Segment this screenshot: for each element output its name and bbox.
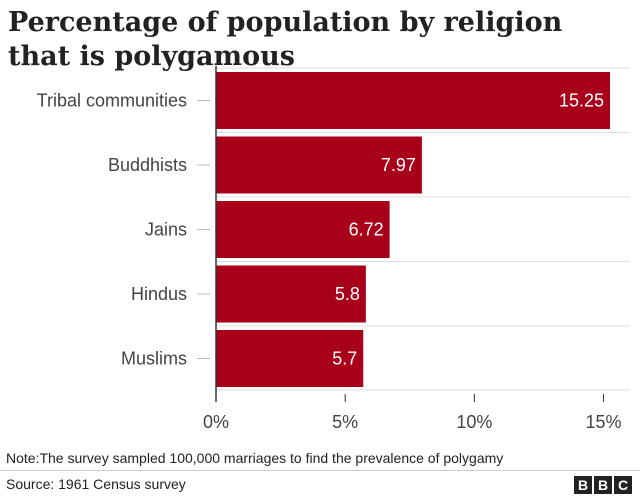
category-label: Muslims xyxy=(121,349,187,369)
bar-3 xyxy=(216,265,366,323)
chart-source: Source: 1961 Census survey xyxy=(6,476,186,492)
category-label: Buddhists xyxy=(108,155,187,175)
data-label: 5.8 xyxy=(335,284,360,304)
chart-title: Percentage of population by religion tha… xyxy=(8,7,563,72)
bbc-logo-letter: C xyxy=(614,476,632,494)
x-tick-label: 15% xyxy=(586,412,622,432)
x-tick-label: 5% xyxy=(332,412,358,432)
bar-0 xyxy=(216,72,610,129)
data-label: 7.97 xyxy=(381,155,416,175)
footer-divider xyxy=(0,470,640,471)
data-label: 6.72 xyxy=(349,220,384,240)
bbc-logo-letter: B xyxy=(574,476,592,494)
data-label: 5.7 xyxy=(332,349,357,369)
bar-4 xyxy=(216,330,364,387)
chart-note: Note:The survey sampled 100,000 marriage… xyxy=(6,450,504,466)
x-tick-label: 10% xyxy=(456,412,492,432)
bbc-logo: B B C xyxy=(574,476,632,494)
category-label: Jains xyxy=(145,220,187,240)
x-tick-label: 0% xyxy=(203,412,229,432)
bbc-logo-letter: B xyxy=(594,476,612,494)
bar-1 xyxy=(216,136,422,194)
category-label: Tribal communities xyxy=(37,91,187,111)
data-label: 15.25 xyxy=(559,91,604,111)
bar-chart: Tribal communities 15.25 Buddhists 7.97 Jain… xyxy=(37,66,630,432)
category-label: Hindus xyxy=(131,284,187,304)
bar-2 xyxy=(216,201,390,258)
